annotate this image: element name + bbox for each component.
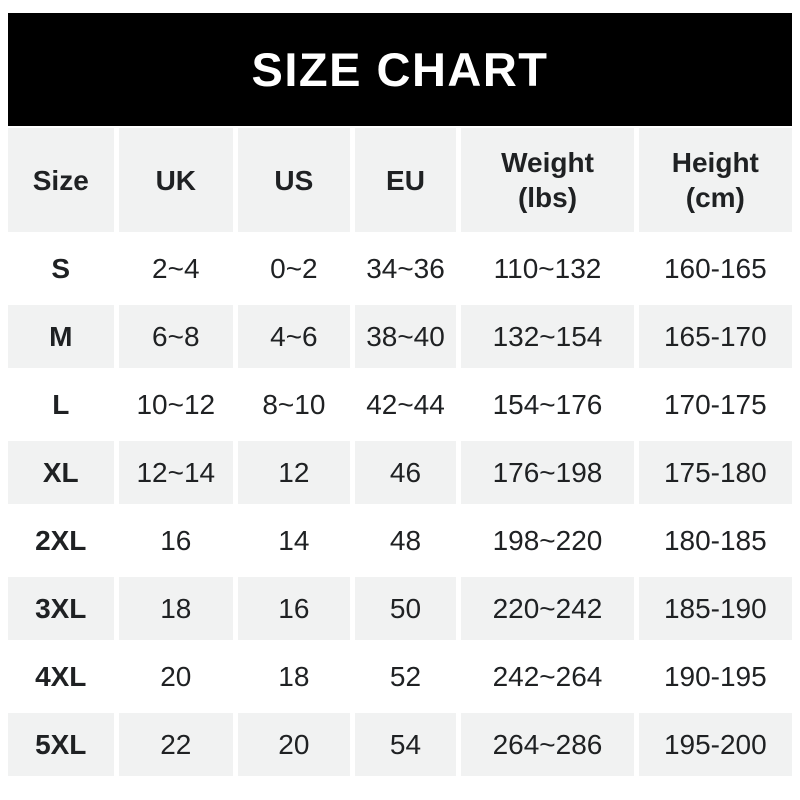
column-label: US: [274, 164, 314, 196]
cell-us: 12: [238, 441, 350, 504]
table-row-m: M 6~8 4~6 38~40 132~154 165-170: [8, 305, 792, 368]
cell-us: 14: [238, 509, 350, 572]
table-row-xl: XL 12~14 12 46 176~198 175-180: [8, 441, 792, 504]
cell-size: L: [8, 373, 114, 436]
cell-us: 8~10: [238, 373, 350, 436]
cell-eu: 54: [354, 713, 457, 776]
table-row-3xl: 3XL 18 16 50 220~242 185-190: [8, 577, 792, 640]
page-title: SIZE CHART: [251, 43, 549, 96]
cell-size: 3XL: [8, 577, 114, 640]
cell-size: XL: [8, 441, 114, 504]
column-header-height: Height (cm): [638, 128, 792, 232]
cell-eu: 50: [354, 577, 457, 640]
cell-eu: 42~44: [354, 373, 457, 436]
cell-size: S: [8, 237, 114, 300]
column-header-eu: EU: [354, 128, 457, 232]
column-label: Size: [32, 164, 89, 196]
table-row-s: S 2~4 0~2 34~36 110~132 160-165: [8, 237, 792, 300]
cell-uk: 18: [118, 577, 234, 640]
column-header-weight: Weight (lbs): [461, 128, 634, 232]
table-row-2xl: 2XL 16 14 48 198~220 180-185: [8, 509, 792, 572]
cell-height: 165-170: [638, 305, 792, 368]
cell-eu: 46: [354, 441, 457, 504]
column-label: EU: [386, 164, 425, 196]
cell-us: 4~6: [238, 305, 350, 368]
column-label: Weight: [501, 147, 594, 178]
cell-us: 16: [238, 577, 350, 640]
cell-weight: 154~176: [461, 373, 634, 436]
size-chart-table: Size UK US EU Weight (lbs) Height (cm): [3, 123, 797, 781]
cell-weight: 198~220: [461, 509, 634, 572]
cell-height: 180-185: [638, 509, 792, 572]
cell-eu: 52: [354, 645, 457, 708]
column-header-uk: UK: [118, 128, 234, 232]
column-unit: (cm): [685, 182, 745, 213]
cell-weight: 132~154: [461, 305, 634, 368]
cell-height: 175-180: [638, 441, 792, 504]
cell-size: 2XL: [8, 509, 114, 572]
cell-height: 190-195: [638, 645, 792, 708]
cell-weight: 220~242: [461, 577, 634, 640]
cell-weight: 176~198: [461, 441, 634, 504]
cell-size: M: [8, 305, 114, 368]
cell-uk: 12~14: [118, 441, 234, 504]
cell-size: 4XL: [8, 645, 114, 708]
cell-height: 170-175: [638, 373, 792, 436]
cell-us: 0~2: [238, 237, 350, 300]
cell-weight: 264~286: [461, 713, 634, 776]
cell-size: 5XL: [8, 713, 114, 776]
cell-us: 18: [238, 645, 350, 708]
cell-height: 195-200: [638, 713, 792, 776]
cell-height: 160-165: [638, 237, 792, 300]
cell-uk: 6~8: [118, 305, 234, 368]
column-label: Height: [671, 147, 759, 178]
title-banner: SIZE CHART: [8, 13, 792, 126]
header-row: Size UK US EU Weight (lbs) Height (cm): [8, 128, 792, 232]
cell-eu: 38~40: [354, 305, 457, 368]
cell-weight: 110~132: [461, 237, 634, 300]
table-row-4xl: 4XL 20 18 52 242~264 190-195: [8, 645, 792, 708]
cell-weight: 242~264: [461, 645, 634, 708]
cell-us: 20: [238, 713, 350, 776]
table-row-5xl: 5XL 22 20 54 264~286 195-200: [8, 713, 792, 776]
cell-uk: 22: [118, 713, 234, 776]
cell-eu: 48: [354, 509, 457, 572]
table-row-l: L 10~12 8~10 42~44 154~176 170-175: [8, 373, 792, 436]
column-label: UK: [155, 164, 197, 196]
cell-height: 185-190: [638, 577, 792, 640]
column-header-us: US: [238, 128, 350, 232]
cell-uk: 16: [118, 509, 234, 572]
cell-uk: 10~12: [118, 373, 234, 436]
column-header-size: Size: [8, 128, 114, 232]
cell-eu: 34~36: [354, 237, 457, 300]
cell-uk: 2~4: [118, 237, 234, 300]
column-unit: (lbs): [517, 182, 578, 213]
cell-uk: 20: [118, 645, 234, 708]
